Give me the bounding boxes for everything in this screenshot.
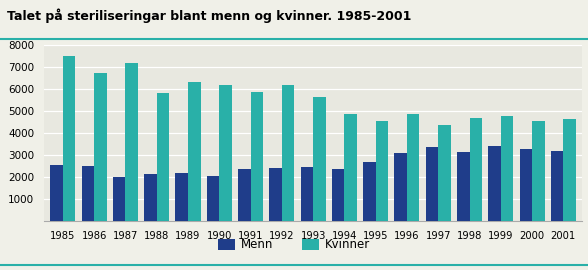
Bar xyxy=(501,116,513,221)
Bar xyxy=(345,114,357,221)
Bar xyxy=(144,174,157,221)
Bar xyxy=(469,118,482,221)
Bar xyxy=(407,114,419,221)
Bar xyxy=(438,125,451,221)
Bar xyxy=(188,82,201,221)
Bar xyxy=(51,165,63,221)
Bar xyxy=(532,122,544,221)
Bar xyxy=(426,147,438,221)
Bar xyxy=(94,73,106,221)
Bar xyxy=(82,166,94,221)
Bar xyxy=(520,149,532,221)
Bar xyxy=(282,85,295,221)
Legend: Menn, Kvinner: Menn, Kvinner xyxy=(213,234,375,256)
Text: Talet på steriliseringar blant menn og kvinner. 1985-2001: Talet på steriliseringar blant menn og k… xyxy=(7,8,412,23)
Bar xyxy=(269,168,282,221)
Bar xyxy=(207,176,219,221)
Bar xyxy=(63,56,75,221)
Bar xyxy=(551,151,563,221)
Bar xyxy=(457,152,469,221)
Bar xyxy=(363,162,376,221)
Bar xyxy=(125,63,138,221)
Bar xyxy=(395,153,407,221)
Bar xyxy=(376,122,388,221)
Bar xyxy=(313,97,326,221)
Bar xyxy=(238,170,250,221)
Bar xyxy=(175,173,188,221)
Bar xyxy=(332,169,345,221)
Bar xyxy=(250,92,263,221)
Bar xyxy=(488,146,501,221)
Bar xyxy=(563,119,576,221)
Bar xyxy=(157,93,169,221)
Bar xyxy=(113,177,125,221)
Bar xyxy=(219,85,232,221)
Bar xyxy=(300,167,313,221)
